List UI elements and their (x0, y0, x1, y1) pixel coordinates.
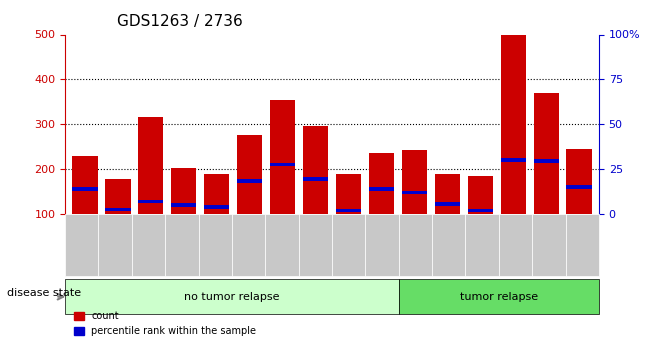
Bar (368, 153, 394, 214)
Bar (566, 185, 592, 189)
Bar (368, 187, 394, 191)
Bar (467, 176, 493, 214)
Bar (303, 177, 328, 181)
Bar (237, 135, 262, 214)
Bar (467, 208, 493, 212)
Bar (204, 175, 229, 214)
Bar (566, 149, 592, 214)
Bar (402, 150, 427, 214)
Bar (105, 179, 130, 214)
Bar (303, 126, 328, 214)
Bar (72, 157, 98, 214)
Bar (336, 208, 361, 212)
Bar (138, 117, 163, 214)
Bar (534, 159, 559, 163)
Bar (138, 199, 163, 203)
Bar (237, 179, 262, 183)
Bar (435, 174, 460, 214)
Bar (72, 187, 98, 191)
Bar (336, 174, 361, 214)
Bar (171, 203, 197, 207)
Bar (402, 190, 427, 194)
Bar (501, 34, 526, 214)
Text: GDS1263 / 2736: GDS1263 / 2736 (117, 14, 243, 29)
Text: tumor relapse: tumor relapse (460, 292, 538, 302)
Bar (270, 99, 296, 214)
Bar (501, 158, 526, 162)
Bar (534, 93, 559, 214)
Legend: count, percentile rank within the sample: count, percentile rank within the sample (70, 307, 260, 340)
Bar (204, 205, 229, 209)
Text: disease state: disease state (7, 288, 81, 298)
Bar (171, 168, 197, 214)
Text: no tumor relapse: no tumor relapse (184, 292, 280, 302)
Bar (435, 202, 460, 206)
Bar (105, 208, 130, 211)
Bar (270, 163, 296, 166)
